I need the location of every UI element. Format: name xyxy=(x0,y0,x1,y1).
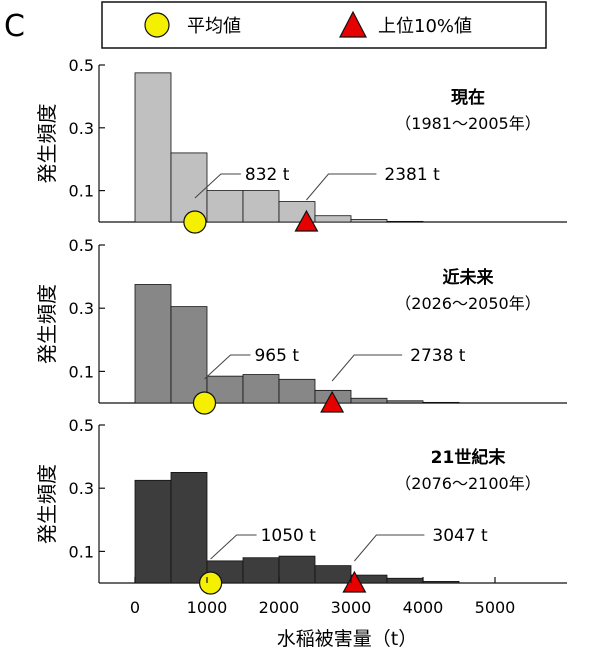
panel-title: 21世紀末 xyxy=(431,447,507,468)
panel-3: 0.1 0.3 0.5 発生頻度 21世紀末 （2076～2100年） 1050 t 3047… xyxy=(35,416,567,595)
mean-leader-line xyxy=(204,354,251,380)
histogram-bar xyxy=(350,397,388,404)
mean-marker xyxy=(183,210,207,234)
legend-mean-marker xyxy=(144,12,170,38)
panel-title: 近未来 xyxy=(443,267,495,288)
histogram-bar xyxy=(134,72,172,223)
histogram-bar xyxy=(278,555,316,584)
histogram-bar xyxy=(170,471,208,584)
histogram-bar xyxy=(206,190,244,223)
histogram-bar xyxy=(134,479,172,584)
top10-marker xyxy=(294,209,319,232)
mean-marker xyxy=(192,391,217,415)
panel-period: （2076～2100年） xyxy=(395,474,540,493)
top10-marker xyxy=(342,570,367,593)
y-tick-label: 0.3 xyxy=(69,479,94,498)
x-tick-label: 0 xyxy=(130,598,140,617)
x-tick-label: 5000 xyxy=(475,598,516,617)
panel-letter: C xyxy=(4,9,25,44)
mean-value-label: 832 t xyxy=(245,165,290,185)
y-tick-label: 0.5 xyxy=(69,236,94,255)
histogram-bar xyxy=(350,219,388,223)
histogram-bar xyxy=(314,565,352,584)
x-axis: 0 1000 2000 3000 4000 5000 xyxy=(130,577,515,617)
x-tick-label: 2000 xyxy=(259,598,300,617)
y-tick-label: 0.5 xyxy=(69,416,94,435)
histogram-bar xyxy=(242,374,280,404)
x-tick-label: 3000 xyxy=(331,598,372,617)
top10-marker xyxy=(320,390,345,413)
histogram-bar xyxy=(278,378,316,404)
legend-mean-label: 平均値 xyxy=(187,16,241,37)
y-axis-label: 発生頻度 xyxy=(35,104,59,184)
mean-leader-line xyxy=(194,173,241,199)
y-axis-label: 発生頻度 xyxy=(35,284,59,364)
histogram-bar xyxy=(170,306,208,404)
mean-marker xyxy=(199,571,223,595)
y-axis-label: 発生頻度 xyxy=(35,464,59,544)
mean-value-label: 965 t xyxy=(254,346,299,366)
top10-leader-line xyxy=(354,534,425,562)
panel-period: （1981～2005年） xyxy=(395,114,540,133)
top10-value-label: 2738 t xyxy=(410,346,466,366)
top10-leader-line xyxy=(306,173,377,201)
y-tick-label: 0.3 xyxy=(69,299,94,318)
y-tick-label: 0.1 xyxy=(69,182,94,201)
histogram-bar xyxy=(386,577,424,584)
y-tick-label: 0.1 xyxy=(69,542,94,561)
histogram-bar xyxy=(422,581,460,584)
panel-title: 現在 xyxy=(451,87,485,108)
x-tick-label: 1000 xyxy=(187,598,228,617)
histogram-bar xyxy=(314,215,352,223)
top10-value-label: 2381 t xyxy=(384,165,440,185)
x-tick-label: 4000 xyxy=(403,598,444,617)
panel-1: 0.1 0.3 0.5 発生頻度 現在 （1981～2005年） 832 t 2381 t xyxy=(35,56,567,234)
histogram-bar xyxy=(170,152,208,223)
mean-value-label: 1050 t xyxy=(261,526,317,546)
legend-top10-label: 上位10%値 xyxy=(378,16,472,37)
histogram-bar xyxy=(422,401,460,404)
top10-leader-line xyxy=(331,354,403,382)
legend-box xyxy=(101,1,547,49)
panel-2: 0.1 0.3 0.5 発生頻度 近未来 （2026～2050年） 965 t 2738 t xyxy=(35,236,567,415)
x-axis-label: 水稲被害量（t） xyxy=(277,628,417,650)
histogram-bar xyxy=(386,220,424,223)
y-tick-label: 0.3 xyxy=(69,119,94,138)
histogram-bar xyxy=(386,400,424,404)
top10-value-label: 3047 t xyxy=(432,526,488,546)
mean-leader-line xyxy=(210,534,257,560)
histogram-bar xyxy=(134,284,172,404)
legend: 平均値 上位10%値 xyxy=(101,1,547,49)
y-tick-label: 0.1 xyxy=(69,362,94,381)
histogram-bar xyxy=(242,190,280,223)
legend-top10-marker xyxy=(339,10,367,38)
panel-period: （2026～2050年） xyxy=(395,294,540,313)
y-tick-label: 0.5 xyxy=(69,56,94,75)
histogram-bar xyxy=(242,557,280,584)
